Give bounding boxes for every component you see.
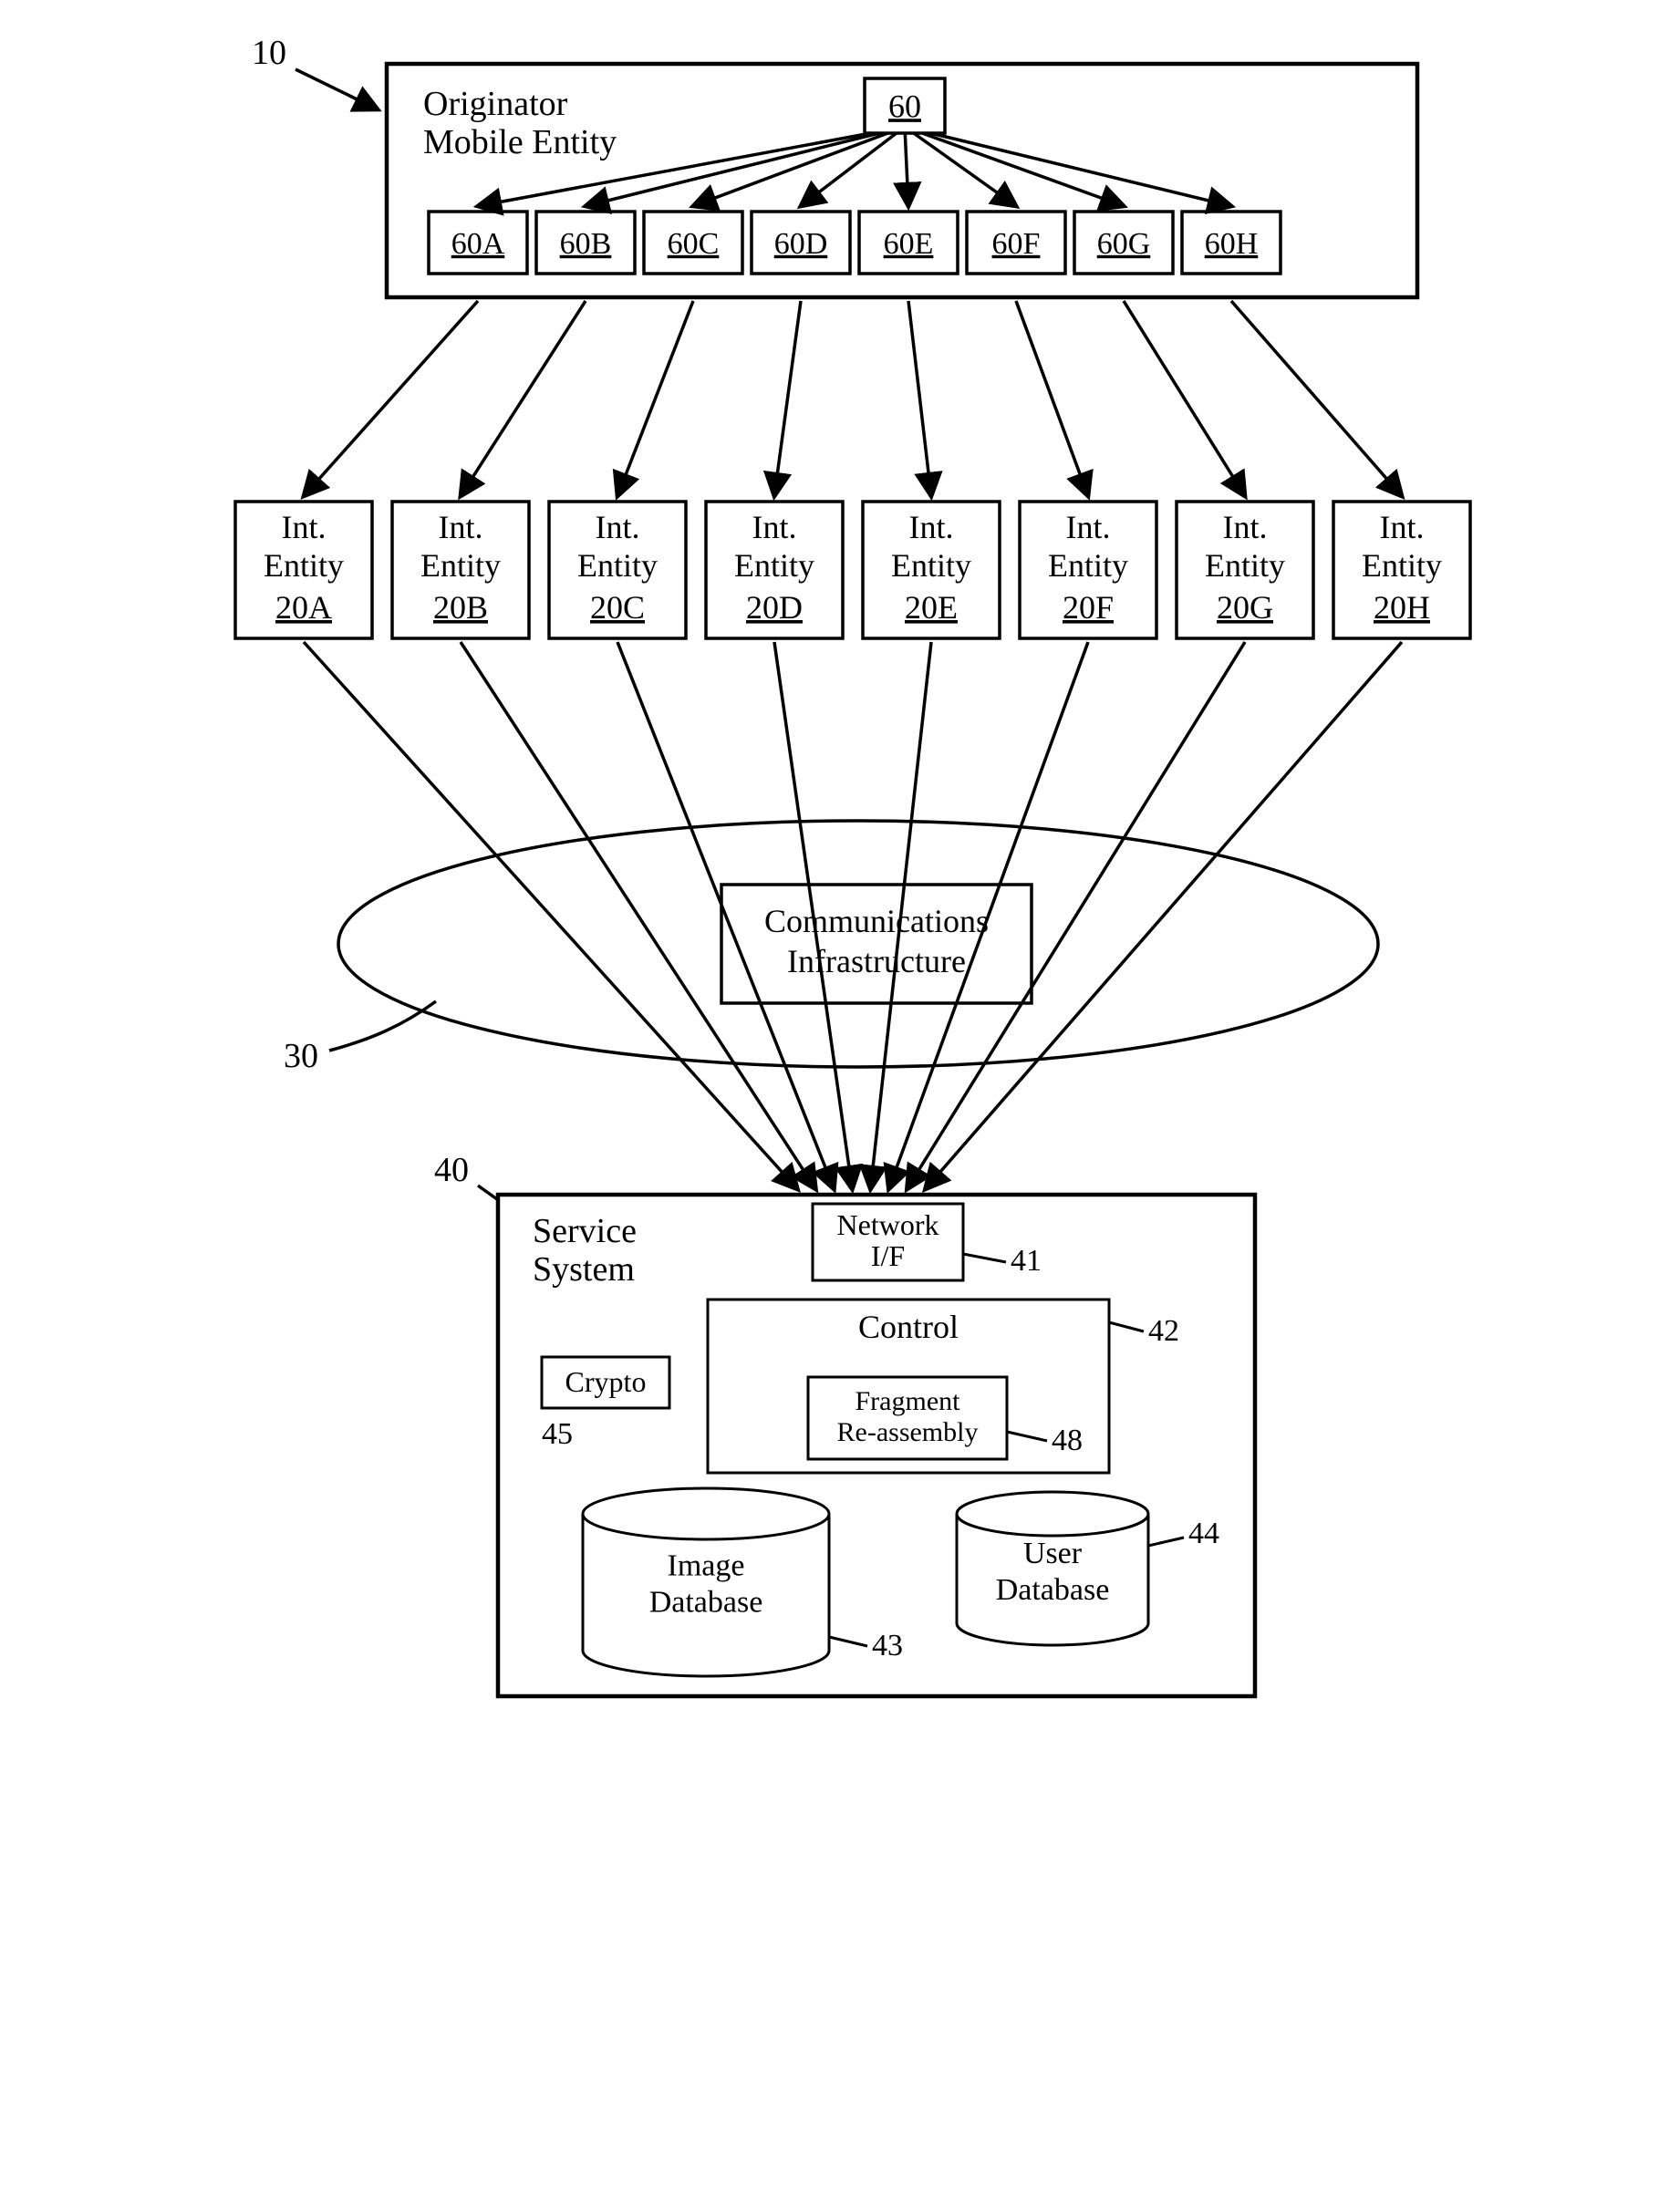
network-if-line1: Network [837,1208,939,1241]
svg-text:20C: 20C [590,589,645,626]
fragment-line2: Re-assembly [837,1417,979,1447]
ref-42-label: 42 [1148,1314,1179,1348]
originator-title-line1: Originator [423,85,568,123]
arrow-60H-to-20H [1231,301,1402,496]
arrow-60C-to-20C [617,301,693,496]
user-database: UserDatabase [957,1492,1148,1645]
svg-text:Entity: Entity [1205,547,1285,584]
arrow-60G-to-20G [1124,301,1245,496]
label-60F: 60F [992,227,1041,261]
svg-text:Entity: Entity [734,547,814,584]
label-60D: 60D [774,227,828,261]
fragment-line1: Fragment [856,1386,961,1416]
service-title-line2: System [533,1250,635,1289]
ref-48-label: 48 [1052,1424,1083,1457]
figure-svg: 10 Originator Mobile Entity 60 60A 60B 60C… [179,0,1501,1742]
arrow-60D-to-20D [774,301,801,496]
arrow-60B-to-20B [461,301,586,496]
svg-text:Entity: Entity [891,547,971,584]
label-60G: 60G [1097,227,1151,261]
svg-text:Int.: Int. [596,509,640,545]
label-60C: 60C [668,227,720,261]
svg-text:20B: 20B [433,589,488,626]
crypto-label: Crypto [565,1365,647,1398]
svg-text:Int.: Int. [439,509,483,545]
ref-45-label: 45 [542,1417,573,1451]
svg-text:Int.: Int. [1066,509,1111,545]
svg-text:Entity: Entity [1048,547,1128,584]
svg-text:Int.: Int. [752,509,797,545]
svg-text:Database: Database [996,1573,1110,1607]
ref-10-arrow [296,69,378,109]
svg-text:20D: 20D [746,589,803,626]
ref-30-label: 30 [284,1037,318,1075]
ref-10-label: 10 [252,34,286,72]
svg-text:Int.: Int. [1223,509,1268,545]
label-60H: 60H [1205,227,1259,261]
svg-text:Entity: Entity [577,547,658,584]
svg-text:Entity: Entity [1362,547,1442,584]
ref-43-label: 43 [872,1629,903,1662]
svg-text:Int.: Int. [282,509,327,545]
ref-41-label: 41 [1011,1244,1042,1278]
svg-text:20H: 20H [1374,589,1430,626]
svg-text:Int.: Int. [1380,509,1425,545]
label-60: 60 [888,88,921,124]
svg-text:20G: 20G [1217,589,1273,626]
comms-line2: Infrastructure [787,943,966,979]
label-60E: 60E [884,227,934,261]
svg-text:20A: 20A [275,589,332,626]
control-label: Control [858,1309,959,1345]
svg-text:Database: Database [649,1586,763,1620]
svg-text:Entity: Entity [264,547,344,584]
arrow-60A-to-20A [304,301,478,496]
comms-line1: Communications [764,903,989,939]
ref-40-label: 40 [434,1151,469,1189]
label-60B: 60B [560,227,612,261]
arrow-60E-to-20E [908,301,931,496]
svg-text:Int.: Int. [909,509,954,545]
arrow-60F-to-20F [1016,301,1088,496]
svg-text:20E: 20E [905,589,958,626]
service-title-line1: Service [533,1212,637,1250]
originator-title-line2: Mobile Entity [423,123,617,161]
svg-text:Image: Image [668,1549,745,1583]
label-60A: 60A [451,227,505,261]
ref-44-label: 44 [1188,1517,1219,1550]
svg-text:20F: 20F [1063,589,1114,626]
image-database: ImageDatabase [583,1488,829,1676]
svg-text:Entity: Entity [420,547,501,584]
network-if-line2: I/F [871,1239,905,1272]
svg-text:User: User [1023,1537,1083,1570]
